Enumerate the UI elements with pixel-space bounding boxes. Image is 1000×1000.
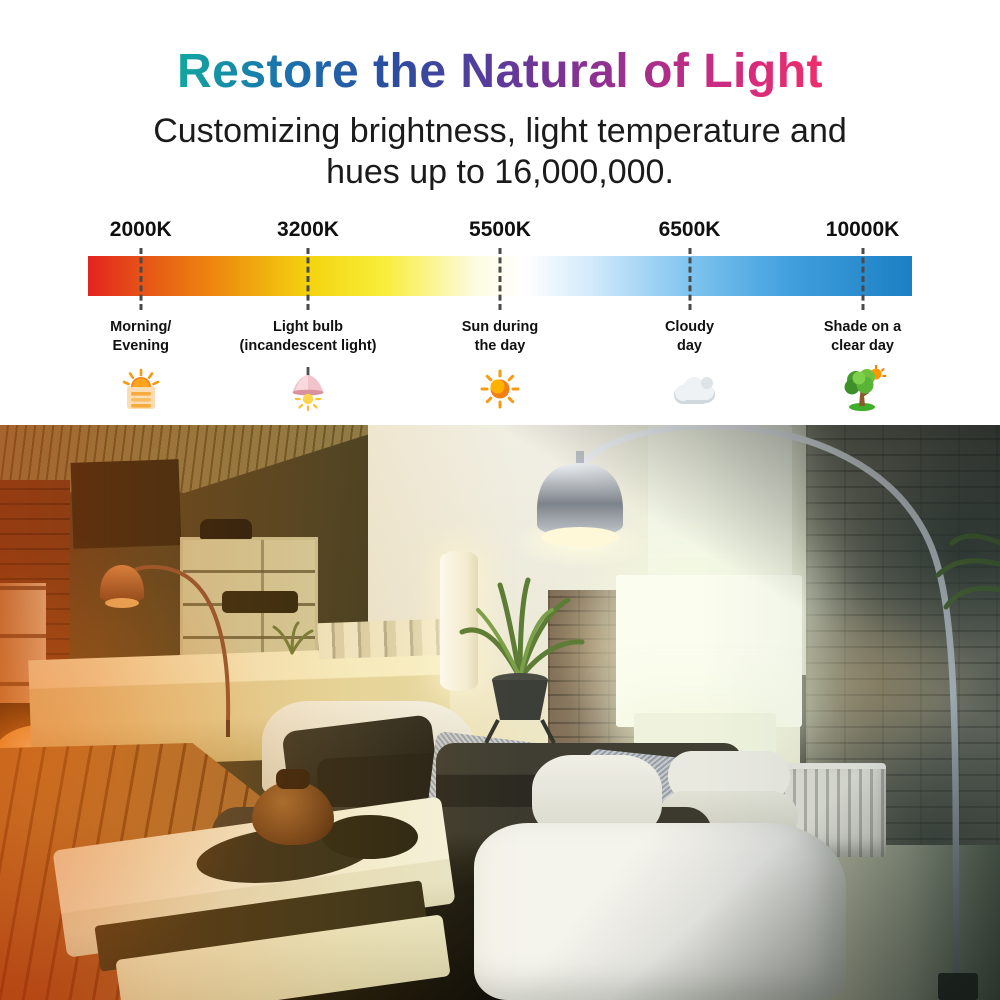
scale-stop-light-bulb: Light bulb (incandescent light) xyxy=(208,318,408,413)
stop-label-line1: Cloudy xyxy=(664,319,715,335)
scale-tick xyxy=(139,248,143,310)
stop-label-line2: day xyxy=(677,337,703,354)
stop-label-line1: Morning/ xyxy=(110,319,172,335)
header: Restore the Natural of Light Customizing… xyxy=(0,0,1000,194)
kelvin-label-3200k: 3200K xyxy=(277,218,339,241)
living-room-photo xyxy=(0,425,1000,1000)
stop-label-line1: Light bulb xyxy=(272,319,344,335)
scale-tick xyxy=(861,248,865,310)
scale-tick xyxy=(498,248,502,310)
page-title: Restore the Natural of Light xyxy=(176,45,824,98)
page-subtitle: Customizing brightness, light temperatur… xyxy=(0,111,1000,194)
white-chaise-lounge xyxy=(474,823,846,1000)
white-cylinder-floor-lamp xyxy=(440,551,478,691)
scale-tick xyxy=(306,248,310,310)
shelf-bag xyxy=(222,591,298,613)
kelvin-label-2000k: 2000K xyxy=(109,218,172,241)
scale-stop-cloudy-day: Cloudy day xyxy=(590,318,790,413)
stop-label-line1: Shade on a xyxy=(823,319,902,335)
scale-stop-shade-clear-day: Shade on a clear day xyxy=(763,318,963,413)
books-on-divider xyxy=(317,618,449,660)
kelvin-label-5500k: 5500K xyxy=(469,218,531,241)
pendant-lamp-icon xyxy=(281,365,335,413)
wall-cabinet xyxy=(70,459,182,549)
subtitle-line-1: Customizing brightness, light temperatur… xyxy=(153,112,847,150)
color-temperature-scale: 2000K 3200K 5500K 6500K 10000K Morning/ … xyxy=(88,218,912,418)
sunrise-icon xyxy=(114,365,168,413)
glowing-wall-panel-middle xyxy=(616,575,802,727)
vase-neck xyxy=(276,769,310,789)
kelvin-label-10000k: 10000K xyxy=(825,218,900,241)
cloud-icon xyxy=(663,365,717,413)
scale-stop-morning-evening: Morning/ Evening xyxy=(41,318,241,413)
kelvin-label-6500k: 6500K xyxy=(658,218,721,241)
scale-tick xyxy=(688,248,692,310)
tree-icon xyxy=(836,364,890,413)
subtitle-line-2: hues up to 16,000,000. xyxy=(326,153,674,192)
scale-stop-sun-day: Sun during the day xyxy=(400,318,600,413)
glowing-wall-panel-top xyxy=(648,425,792,587)
sun-icon xyxy=(473,365,527,413)
shelf-speaker xyxy=(200,519,252,539)
stop-label-line2: the day xyxy=(474,337,526,354)
table-runner-cloth xyxy=(322,815,418,859)
stop-label-line2: clear day xyxy=(831,337,894,354)
stop-label-line2: (incandescent light) xyxy=(239,337,377,354)
stop-label-line1: Sun during xyxy=(461,319,539,335)
stop-label-line2: Evening xyxy=(112,337,169,354)
